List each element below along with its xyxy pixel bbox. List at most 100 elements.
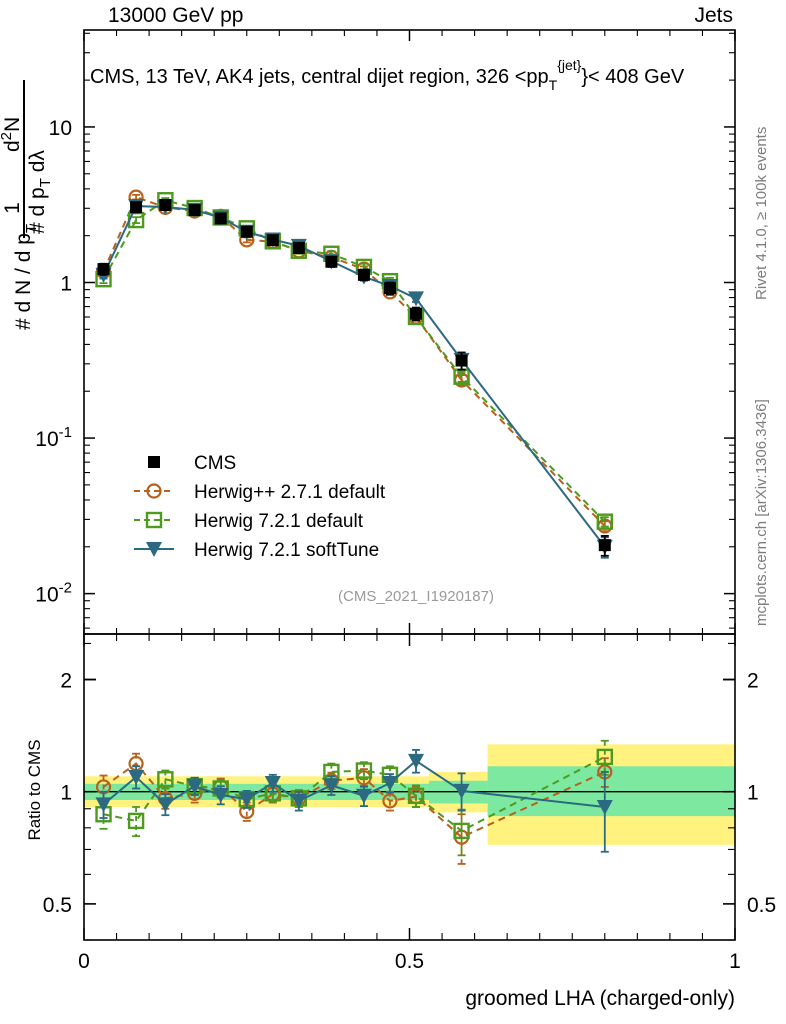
ratio-datapoint-12: [453, 783, 470, 799]
main-datapoint-10: [383, 282, 396, 295]
main-datapoint-11: [410, 307, 423, 320]
ylabel-dpT-sub-T: T: [37, 178, 54, 187]
ratio-datapoint-13: [596, 799, 613, 815]
legend-marker-2: [145, 511, 163, 529]
main-ytick-label-1: 1: [60, 273, 72, 296]
ratio-datapoint-9: [355, 762, 373, 779]
ratio-datapoint-2: [157, 771, 174, 788]
ylabel-d2N: d2N: [0, 117, 24, 152]
ratio-datapoint-3: [186, 779, 203, 795]
ylabel-fraction-denominator-1: # d pT dλ: [26, 150, 54, 234]
main-datapoint-1: [130, 201, 143, 214]
ylabel-d-exp-2: 2: [0, 132, 15, 140]
ratio-datapoint-1: [128, 770, 145, 786]
ratio-datapoint-11: [408, 753, 425, 769]
ratio-datapoint-4: [212, 787, 229, 803]
xtick-label-2: 1: [729, 950, 741, 973]
ylabel-prefix: # d N / d pT: [12, 224, 40, 330]
ratio-datapoint-7: [290, 793, 307, 809]
main-line: [102, 195, 606, 527]
ratio-datapoint-9: [355, 788, 372, 804]
main-ytick-label-0: 10: [49, 117, 72, 140]
header-analysis-label: Jets: [694, 4, 733, 27]
legend-entry-3[interactable]: Herwig 7.2.1 softTune: [134, 540, 379, 561]
ratio-ytick-label-right-2: 0.5: [747, 894, 776, 917]
side-label-mcplots: mcplots.cern.ch [arXiv:1306.3436]: [753, 399, 770, 626]
main-datapoint-3: [188, 204, 201, 217]
ratio-datapoint-10: [381, 776, 398, 792]
main-ylabel-group: # d N / d pT1# d pT dλd2N: [0, 80, 54, 330]
main-series-herwig-7-2-1-softtune: [95, 199, 613, 559]
main-datapoint-13: [598, 539, 611, 552]
main-title-pT-sub: T: [549, 77, 558, 93]
main-ytick-exponent-2: -1: [59, 424, 72, 441]
ratio-datapoint-8: [323, 778, 340, 794]
ratio-ytick-label-left-0: 2: [60, 670, 72, 693]
main-datapoint-13: [596, 513, 613, 530]
main-plot-title: CMS, 13 TeV, AK4 jets, central dijet reg…: [90, 57, 685, 93]
legend-label-3: Herwig 7.2.1 softTune: [194, 540, 379, 561]
main-datapoint-11: [408, 291, 425, 307]
main-series-herwig-7-2-1-default: [95, 192, 613, 530]
xtick-label-0: 0: [78, 950, 90, 973]
xaxis-labels: 0 0.5 1 groomed LHA (charged-only): [78, 950, 741, 1010]
ratio-ytick-label-right-0: 2: [747, 670, 759, 693]
ratio-datapoint-10: [382, 793, 398, 809]
legend-marker-3: [146, 542, 162, 557]
main-datapoint-0: [97, 263, 110, 276]
ratio-panel-axes: [83, 633, 736, 941]
legend-label-0: CMS: [194, 453, 236, 474]
main-datapoint-8: [325, 255, 338, 268]
header-row: 13000 GeV pp Jets: [108, 4, 733, 27]
legend-marker-1: [146, 483, 162, 499]
main-title-text: CMS, 13 TeV, AK4 jets, central dijet reg…: [90, 57, 685, 93]
ratio-series-herwig-7-2-1-softtune: [95, 748, 613, 853]
ratio-line: [103, 756, 606, 833]
ratio-datapoint-1: [127, 812, 145, 830]
ratio-datapoint-13: [596, 748, 613, 766]
main-datapoint-12: [455, 354, 468, 367]
ratio-datapoint-12: [453, 822, 470, 840]
ylabel-N: N: [1, 117, 24, 132]
ylabel-hash-2: #: [26, 216, 49, 234]
watermark-text: (CMS_2021_I1920187): [338, 588, 494, 605]
header-beam-label: 13000 GeV pp: [108, 4, 243, 27]
legend-label-1: Herwig++ 2.7.1 default: [194, 482, 386, 503]
legend-label-2: Herwig 7.2.1 default: [194, 511, 364, 532]
ratio-datapoint-6: [264, 776, 281, 792]
main-title-lead: CMS, 13 TeV, AK4 jets, central dijet reg…: [90, 66, 538, 88]
main-line: [102, 199, 606, 523]
ylabel-hash-1: #: [12, 312, 35, 330]
ylabel-dlambda: dλ: [26, 150, 49, 179]
xaxis-title: groomed LHA (charged-only): [465, 987, 735, 1010]
main-ylabel-rotated: # d N / d pT1# d pT dλd2N: [0, 80, 54, 330]
ratio-axis-label: Ratio to CMS: [25, 739, 44, 840]
ylabel-dN: d N / d p: [12, 233, 35, 312]
ylabel-d: d: [1, 140, 24, 152]
main-series-cms: [97, 198, 611, 557]
main-datapoint-7: [292, 241, 305, 254]
ratio-ytick-label-left-1: 1: [60, 782, 72, 805]
legend-entry-0[interactable]: CMS: [148, 453, 236, 474]
main-ytick-label-2: 10-1: [35, 424, 72, 451]
ratio-datapoint-2: [157, 797, 174, 813]
xtick-label-1: 0.5: [395, 950, 424, 973]
main-datapoint-2: [159, 198, 172, 211]
main-title-tail: }< 408 GeV: [581, 66, 685, 88]
main-title-pT: p: [538, 66, 549, 88]
ratio-ytick-label-right-1: 1: [747, 782, 759, 805]
ratio-ytick-label-left-2: 0.5: [43, 894, 72, 917]
main-watermark: (CMS_2021_I1920187): [338, 588, 494, 605]
main-title-pT-sup: {jet}: [557, 57, 581, 73]
legend-entry-1[interactable]: Herwig++ 2.7.1 default: [134, 482, 386, 503]
ratio-datapoint-5: [238, 792, 255, 808]
legend-entry-2[interactable]: Herwig 7.2.1 default: [134, 511, 364, 532]
legend-marker-0: [148, 456, 160, 468]
main-panel-axes: [83, 29, 736, 635]
main-plot-frame: [83, 29, 736, 635]
main-ytick-exponent-3: -2: [59, 580, 72, 597]
main-ytick-mantissa-3: 10: [35, 584, 58, 607]
